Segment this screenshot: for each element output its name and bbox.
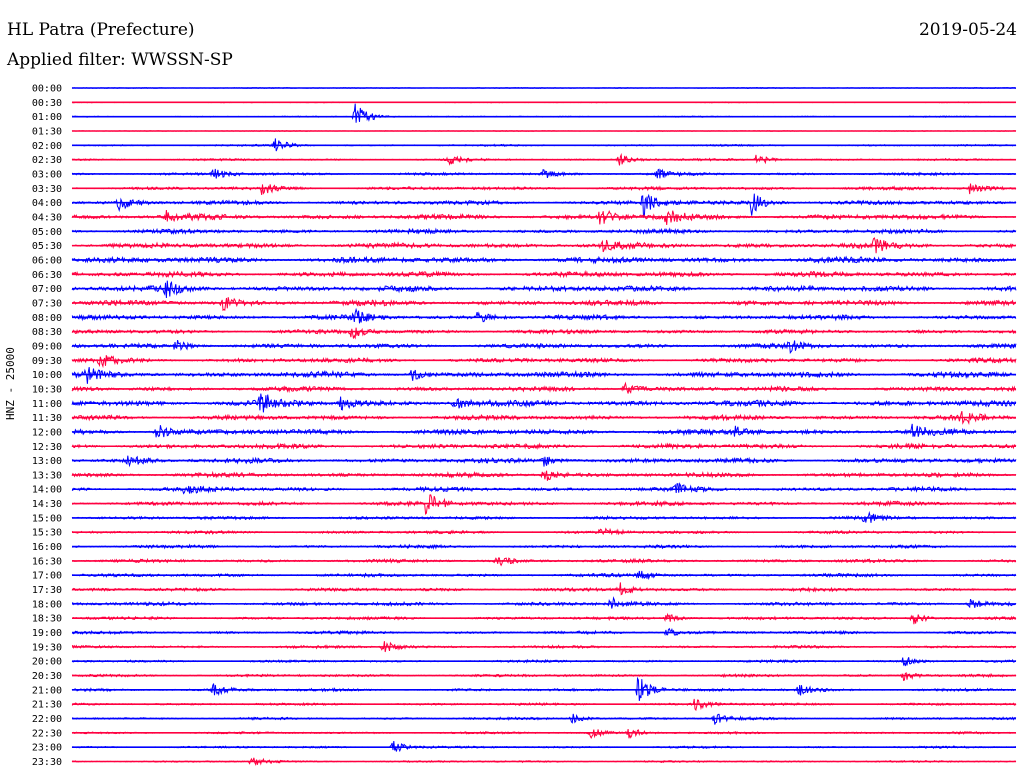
tick-label: 11:30 [32,413,62,424]
tick-label: 09:30 [32,356,62,367]
tick-label: 11:00 [32,399,62,410]
tick-label: 23:00 [32,743,62,754]
tick-label: 08:00 [32,313,62,324]
tick-label: 09:00 [32,341,62,352]
tick-label: 13:00 [32,456,62,467]
tick-label: 17:00 [32,571,62,582]
trace-line [71,672,1017,682]
trace-line [71,470,1017,481]
tick-label: 10:00 [32,370,62,381]
tick-label: 14:30 [32,499,62,510]
tick-label: 20:00 [32,657,62,668]
tick-label: 23:30 [32,757,62,768]
channel-label: HNZ - 25000 [4,347,17,420]
tick-label: 06:30 [32,270,62,281]
trace-line [72,612,1017,625]
tick-label: 02:00 [32,141,62,152]
date-label: 2019-05-24 [918,20,1017,40]
tick-label: 00:00 [32,84,62,95]
tick-label: 05:00 [32,227,62,238]
trace-line [71,729,1017,740]
tick-label: 01:30 [32,126,62,137]
tick-label: 19:00 [32,628,62,639]
tick-label: 01:00 [32,112,62,123]
time-axis-ticks: 00:00 00:30 01:00 01:30 02:00 02:30 03:00 03:30… [32,84,62,769]
tick-label: 03:00 [32,169,62,180]
trace-line [71,193,1017,219]
trace-line [71,527,1016,536]
tick-label: 03:30 [32,184,62,195]
tick-label: 20:30 [32,671,62,682]
tick-label: 10:30 [32,384,62,395]
trace-line [71,183,1017,195]
tick-label: 15:30 [32,528,62,539]
trace-line [71,741,1016,753]
trace-line [71,327,1017,340]
tick-label: 22:00 [32,714,62,725]
filter-label: Applied filter: WWSSN-SP [7,50,233,70]
tick-label: 18:00 [32,599,62,610]
station-title: HL Patra (Prefecture) [7,20,195,40]
tick-label: 21:00 [32,685,62,696]
tick-label: 12:00 [32,427,62,438]
tick-label: 18:30 [32,614,62,625]
tick-label: 04:00 [32,198,62,209]
tick-label: 19:30 [32,642,62,653]
tick-label: 21:30 [32,700,62,711]
tick-label: 07:00 [32,284,62,295]
trace-line [71,367,1017,384]
tick-label: 00:30 [32,98,62,109]
trace-line [71,423,1017,438]
trace-line [71,582,1017,596]
trace-line [71,307,1017,324]
tick-label: 16:30 [32,556,62,567]
tick-label: 02:30 [32,155,62,166]
tick-label: 13:30 [32,470,62,481]
tick-label: 05:30 [32,241,62,252]
tick-label: 14:00 [32,485,62,496]
tick-label: 17:30 [32,585,62,596]
tick-label: 06:00 [32,255,62,266]
tick-label: 15:00 [32,513,62,524]
tick-label: 08:30 [32,327,62,338]
tick-label: 04:30 [32,212,62,223]
tick-label: 16:00 [32,542,62,553]
seismogram-traces [71,86,1017,766]
trace-line [71,103,1016,123]
tick-label: 07:30 [32,298,62,309]
tick-label: 22:30 [32,728,62,739]
tick-label: 12:30 [32,442,62,453]
